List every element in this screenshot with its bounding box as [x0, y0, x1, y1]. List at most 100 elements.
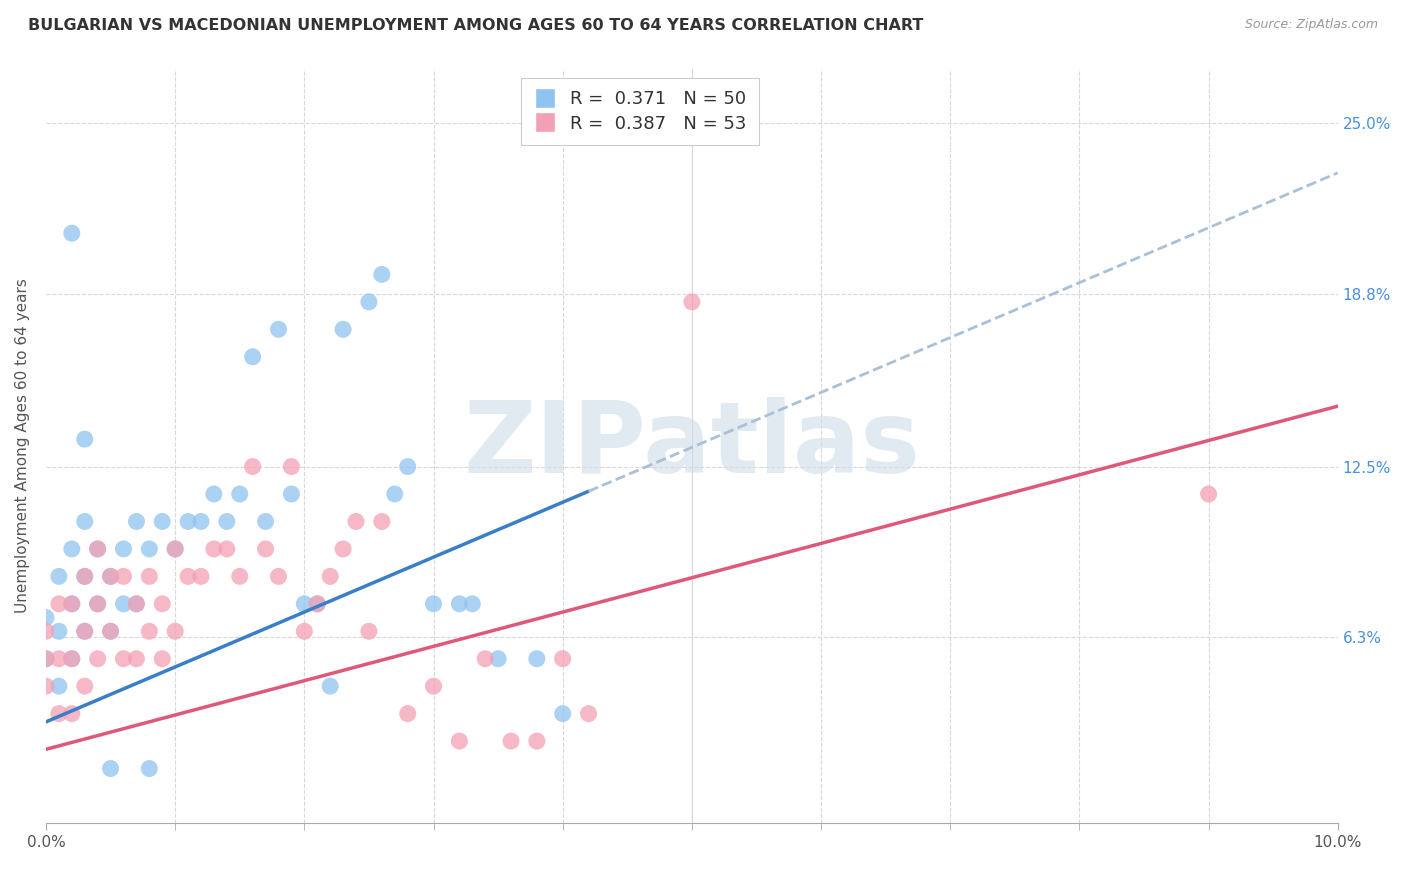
Point: [229, 569, 252, 583]
Point: [280, 487, 302, 501]
Point: [48, 597, 70, 611]
Point: [551, 651, 574, 665]
Point: [449, 597, 471, 611]
Point: [319, 679, 342, 693]
Point: [254, 515, 277, 529]
Point: [86, 651, 108, 665]
Point: [73, 679, 96, 693]
Point: [86, 541, 108, 556]
Text: BULGARIAN VS MACEDONIAN UNEMPLOYMENT AMONG AGES 60 TO 64 YEARS CORRELATION CHART: BULGARIAN VS MACEDONIAN UNEMPLOYMENT AMO…: [28, 18, 924, 33]
Point: [86, 597, 108, 611]
Point: [165, 541, 187, 556]
Point: [48, 569, 70, 583]
Point: [112, 651, 135, 665]
Point: [254, 541, 277, 556]
Point: [422, 597, 444, 611]
Point: [73, 515, 96, 529]
Point: [461, 597, 484, 611]
Point: [215, 541, 238, 556]
Point: [35, 651, 58, 665]
Point: [267, 569, 290, 583]
Point: [100, 569, 122, 583]
Point: [125, 597, 148, 611]
Point: [112, 597, 135, 611]
Point: [48, 679, 70, 693]
Point: [100, 624, 122, 639]
Text: Source: ZipAtlas.com: Source: ZipAtlas.com: [1244, 18, 1378, 31]
Point: [332, 322, 354, 336]
Point: [396, 459, 419, 474]
Point: [242, 459, 264, 474]
Point: [125, 651, 148, 665]
Point: [165, 624, 187, 639]
Point: [319, 569, 342, 583]
Y-axis label: Unemployment Among Ages 60 to 64 years: Unemployment Among Ages 60 to 64 years: [15, 278, 30, 614]
Point: [73, 624, 96, 639]
Point: [384, 487, 406, 501]
Point: [73, 569, 96, 583]
Point: [229, 487, 252, 501]
Point: [165, 541, 187, 556]
Point: [202, 487, 225, 501]
Point: [73, 624, 96, 639]
Point: [357, 624, 380, 639]
Point: [177, 515, 200, 529]
Point: [449, 734, 471, 748]
Point: [190, 569, 212, 583]
Legend: R =  0.371   N = 50, R =  0.387   N = 53: R = 0.371 N = 50, R = 0.387 N = 53: [522, 78, 759, 145]
Point: [371, 515, 394, 529]
Point: [681, 294, 703, 309]
Point: [215, 515, 238, 529]
Point: [474, 651, 496, 665]
Point: [60, 651, 83, 665]
Point: [551, 706, 574, 721]
Point: [100, 624, 122, 639]
Point: [150, 651, 173, 665]
Point: [86, 541, 108, 556]
Point: [150, 515, 173, 529]
Point: [138, 569, 160, 583]
Point: [150, 597, 173, 611]
Point: [125, 597, 148, 611]
Point: [35, 679, 58, 693]
Point: [125, 515, 148, 529]
Point: [35, 651, 58, 665]
Point: [48, 651, 70, 665]
Point: [112, 541, 135, 556]
Point: [60, 651, 83, 665]
Point: [292, 624, 315, 639]
Point: [332, 541, 354, 556]
Point: [177, 569, 200, 583]
Point: [396, 706, 419, 721]
Point: [357, 294, 380, 309]
Point: [138, 624, 160, 639]
Point: [112, 569, 135, 583]
Point: [60, 541, 83, 556]
Point: [35, 610, 58, 624]
Point: [86, 597, 108, 611]
Point: [242, 350, 264, 364]
Point: [267, 322, 290, 336]
Point: [100, 569, 122, 583]
Point: [371, 268, 394, 282]
Point: [526, 734, 548, 748]
Point: [48, 624, 70, 639]
Point: [307, 597, 329, 611]
Point: [578, 130, 600, 145]
Point: [344, 515, 367, 529]
Point: [60, 226, 83, 240]
Text: ZIPatlas: ZIPatlas: [464, 398, 921, 494]
Point: [73, 432, 96, 446]
Point: [1198, 487, 1220, 501]
Point: [138, 541, 160, 556]
Point: [190, 515, 212, 529]
Point: [499, 734, 522, 748]
Point: [578, 706, 600, 721]
Point: [100, 762, 122, 776]
Point: [138, 762, 160, 776]
Point: [35, 624, 58, 639]
Point: [48, 706, 70, 721]
Point: [202, 541, 225, 556]
Point: [60, 597, 83, 611]
Point: [292, 597, 315, 611]
